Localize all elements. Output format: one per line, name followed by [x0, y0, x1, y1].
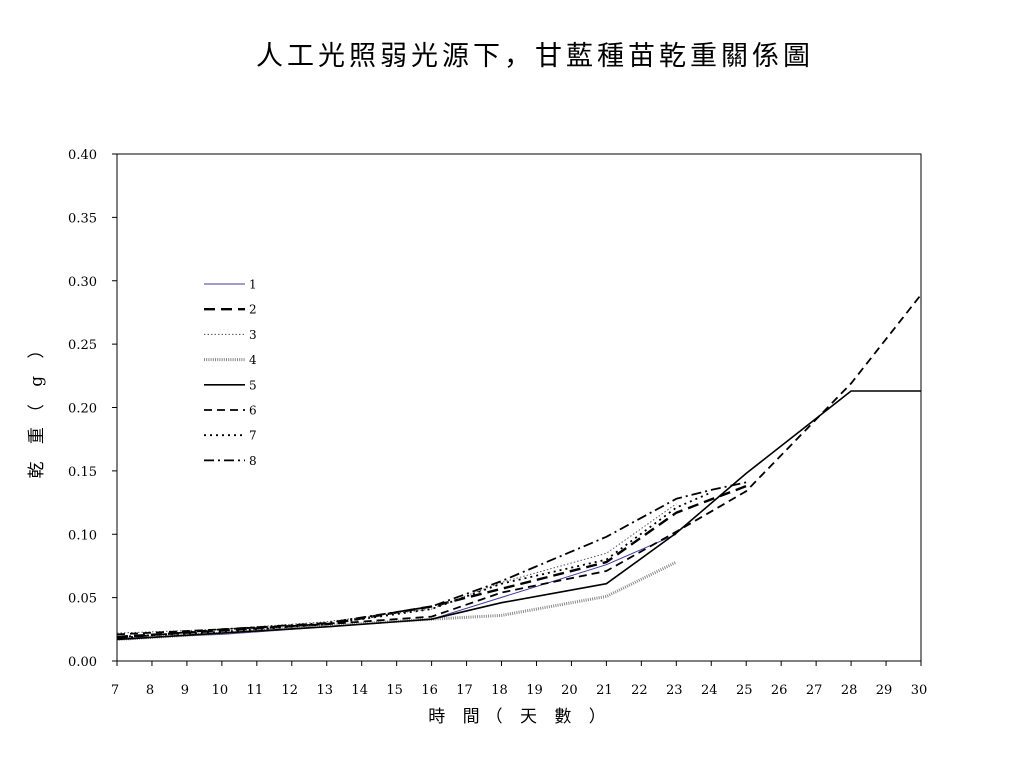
x-tick-label: 24: [701, 683, 718, 698]
series-line-5: [116, 390, 921, 641]
x-tick-label: 11: [247, 683, 264, 698]
x-tick-label: 14: [351, 683, 368, 698]
y-axis-title: 乾 重（ g ）: [27, 335, 47, 478]
x-tick-label: 21: [596, 683, 613, 698]
x-axis-title: 時 間（ 天 數 ）: [428, 707, 612, 727]
series-line-6: [116, 294, 922, 636]
x-tick-label: 10: [212, 683, 229, 698]
series-line-3: [116, 503, 677, 634]
x-tick-label: 23: [666, 683, 683, 698]
y-tick-label: 0.25: [68, 338, 97, 353]
y-axis-ticks: 0.00 0.05 0.10 0.15 0.20 0.25 0.30 0.35 0.40: [68, 148, 117, 670]
x-tick-label: 13: [316, 683, 333, 698]
x-tick-label: 17: [456, 683, 473, 698]
x-tick-label: 29: [876, 683, 893, 698]
x-tick-label: 8: [146, 683, 154, 698]
x-tick-label: 18: [491, 683, 508, 698]
x-tick-label: 26: [771, 683, 788, 698]
legend-label-8: 8: [249, 454, 257, 468]
y-tick-label: 0.10: [68, 528, 97, 543]
x-tick-label: 28: [841, 683, 858, 698]
x-axis-ticks: 7 8 9 10 11 12 13 14 15 16 17 18 19 20 21 22 23 24 25 26 27 2…: [111, 661, 927, 698]
x-tick-label: 19: [526, 683, 543, 698]
legend-label-1: 1: [249, 278, 257, 292]
y-tick-label: 0.30: [68, 275, 97, 290]
legend-label-3: 3: [249, 328, 257, 342]
x-tick-label: 12: [282, 683, 299, 698]
y-tick-label: 0.00: [68, 655, 97, 670]
legend-label-2: 2: [249, 303, 257, 317]
x-tick-label: 15: [386, 683, 403, 698]
y-tick-label: 0.40: [68, 148, 97, 163]
x-tick-label: 25: [736, 683, 753, 698]
legend-label-7: 7: [249, 429, 257, 443]
chart-title: 人工光照弱光源下，甘藍種苗乾重關係圖: [256, 41, 814, 72]
y-tick-label: 0.15: [68, 465, 97, 480]
y-tick-label: 0.05: [68, 592, 97, 607]
x-tick-label: 22: [631, 683, 648, 698]
x-tick-label: 9: [181, 683, 189, 698]
x-tick-label: 16: [421, 683, 438, 698]
legend-label-4: 4: [249, 353, 257, 367]
x-tick-label: 7: [111, 683, 119, 698]
series-line-7: [116, 491, 712, 638]
y-tick-label: 0.35: [68, 211, 97, 226]
legend: 1 2 3 4 5 6 7 8: [204, 278, 257, 468]
x-tick-label: 20: [561, 683, 578, 698]
x-tick-label: 30: [911, 683, 928, 698]
legend-label-5: 5: [249, 378, 257, 392]
x-tick-label: 27: [806, 683, 823, 698]
series-line-8: [116, 481, 747, 640]
legend-label-6: 6: [249, 404, 257, 418]
series-layer: [116, 294, 922, 641]
plot-area-frame: [116, 153, 922, 662]
y-tick-label: 0.20: [68, 402, 97, 417]
series-line-2: [116, 484, 747, 639]
